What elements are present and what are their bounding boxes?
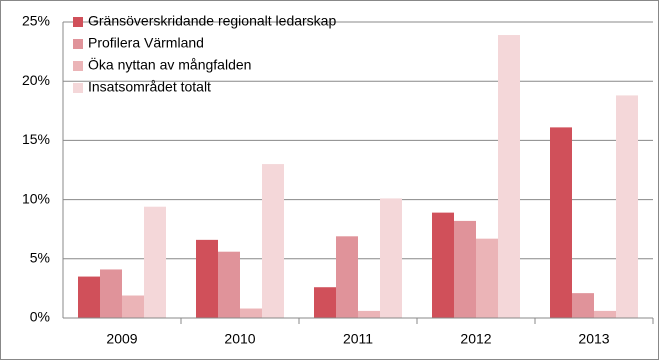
legend-swatch (73, 39, 83, 49)
bar (314, 287, 336, 318)
bar (100, 269, 122, 318)
bar (432, 212, 454, 318)
bar (218, 251, 240, 318)
y-tick-label: 5% (30, 250, 50, 266)
bar (550, 127, 572, 318)
bar (616, 95, 638, 319)
bar (78, 276, 100, 318)
x-tick-label: 2012 (460, 331, 491, 347)
bar (336, 236, 358, 318)
bar (476, 238, 498, 318)
y-tick-label: 20% (22, 72, 50, 88)
bar (572, 293, 594, 318)
bar (144, 206, 166, 318)
legend-label: Gränsöverskridande regionalt ledarskap (88, 13, 336, 29)
x-tick-label: 2009 (106, 331, 137, 347)
legend-label: Öka nyttan av mångfalden (88, 56, 251, 73)
legend-label: Profilera Värmland (88, 35, 204, 51)
legend-swatch (73, 61, 83, 71)
legend-swatch (73, 83, 83, 93)
bar (454, 220, 476, 318)
bar (262, 164, 284, 318)
y-tick-label: 10% (22, 190, 50, 206)
bar (122, 295, 144, 318)
bar (196, 239, 218, 318)
legend-label: Insatsområdet totalt (88, 79, 211, 95)
y-tick-label: 15% (22, 131, 50, 147)
bar (498, 35, 520, 319)
y-tick-label: 25% (22, 13, 50, 29)
bar (240, 308, 262, 318)
legend-swatch (73, 17, 83, 27)
y-tick-label: 0% (30, 309, 50, 325)
x-tick-label: 2010 (224, 331, 255, 347)
bar (380, 198, 402, 318)
bar (594, 310, 616, 318)
bar (358, 310, 380, 318)
x-tick-label: 2011 (343, 331, 373, 347)
x-tick-label: 2013 (578, 331, 609, 347)
